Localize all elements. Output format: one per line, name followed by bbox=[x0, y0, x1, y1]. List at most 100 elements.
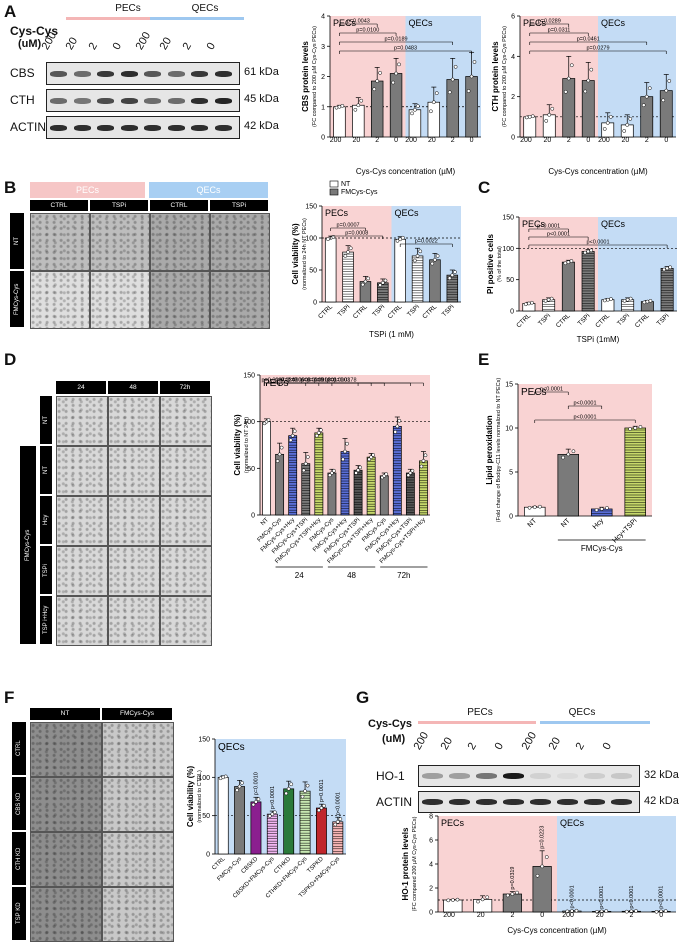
data-point bbox=[532, 505, 537, 510]
grid-b-row-label: NT bbox=[10, 213, 24, 269]
data-point bbox=[544, 855, 549, 859]
x-tick-label: 20 bbox=[596, 912, 604, 919]
blot-band bbox=[503, 799, 524, 805]
bar bbox=[262, 421, 271, 516]
blot-row-label: CTH bbox=[10, 93, 35, 107]
x-tick-label: 0 bbox=[394, 137, 398, 144]
data-point bbox=[356, 103, 361, 108]
grid-d-time-header: 24 bbox=[56, 381, 106, 394]
blot-band bbox=[167, 97, 185, 104]
blot-band bbox=[557, 799, 578, 805]
pvalue-label: p=0.0006 bbox=[281, 378, 304, 384]
blot-band bbox=[144, 97, 161, 104]
pvalue-label: p=0.0019 bbox=[301, 378, 324, 384]
data-point bbox=[348, 246, 353, 251]
blot-band bbox=[191, 124, 208, 131]
data-point bbox=[599, 909, 604, 914]
x-tick-label: 0 bbox=[664, 137, 668, 144]
region-label: QECs bbox=[601, 219, 626, 229]
data-point bbox=[419, 464, 424, 469]
region-label: PECs bbox=[523, 18, 547, 28]
region-label: PECs bbox=[333, 18, 357, 28]
blot-band bbox=[191, 70, 208, 77]
data-point bbox=[378, 71, 382, 75]
micrograph bbox=[56, 496, 108, 546]
micrograph bbox=[30, 777, 102, 832]
bar bbox=[581, 80, 595, 138]
data-point bbox=[641, 103, 646, 107]
x-tick-label: CTRL bbox=[387, 303, 404, 320]
legend-label: FMCys-Cys bbox=[341, 189, 378, 196]
x-tick-label: TSPi bbox=[406, 303, 421, 318]
data-point bbox=[314, 433, 319, 438]
x-tick-label: TSPi bbox=[537, 312, 552, 327]
data-point bbox=[476, 899, 480, 904]
data-point bbox=[275, 459, 280, 463]
pvalue-label: p=0.0001 bbox=[314, 378, 337, 384]
chart-ho1-protein: PECs QECs 0 2 4 6 8 HO-1 protein levels (FC comp… bbox=[401, 814, 676, 935]
blot-band bbox=[449, 773, 470, 779]
data-point bbox=[480, 897, 485, 902]
pvalue-label: p=0.0100 bbox=[356, 28, 379, 34]
micrograph bbox=[210, 271, 270, 329]
data-point bbox=[547, 112, 552, 117]
data-point bbox=[594, 508, 599, 512]
blot-g-qecs-bar bbox=[540, 721, 650, 724]
region-label: QECs bbox=[601, 18, 626, 28]
bar bbox=[542, 114, 556, 138]
pvalue-label: p=0.0008 bbox=[288, 378, 311, 384]
lane-label: 2 bbox=[86, 40, 101, 52]
data-point bbox=[433, 257, 437, 262]
y-axis-label: Cell viability (%) bbox=[233, 414, 242, 476]
data-point bbox=[602, 127, 607, 131]
x-tick-label: TSPi bbox=[337, 303, 352, 318]
x-tick-label: 200 bbox=[443, 912, 455, 919]
grid-b-col-header: CTRL bbox=[150, 200, 208, 211]
blot-g-treatment-unit: (uM) bbox=[382, 733, 406, 745]
lane-label: 0 bbox=[492, 740, 507, 752]
data-point bbox=[378, 283, 382, 287]
grid-d-row-label: NT bbox=[40, 396, 52, 444]
data-point bbox=[356, 468, 360, 473]
micrograph bbox=[108, 496, 160, 546]
data-point bbox=[662, 267, 666, 272]
data-point bbox=[527, 301, 531, 306]
blot-g-group-qecs: QECs bbox=[568, 707, 596, 718]
region-label: QECs bbox=[395, 208, 420, 218]
bar-pvalue: p<0.0001 bbox=[569, 885, 575, 908]
region-label: QECs bbox=[218, 742, 245, 753]
bar bbox=[324, 237, 337, 303]
bar bbox=[333, 106, 346, 138]
data-point bbox=[583, 89, 588, 94]
bar bbox=[394, 238, 406, 303]
bar bbox=[557, 454, 579, 517]
data-point bbox=[383, 278, 388, 283]
data-point bbox=[625, 123, 630, 127]
data-point bbox=[563, 89, 568, 94]
data-point bbox=[595, 909, 599, 914]
data-point bbox=[586, 78, 591, 83]
grid-b-row-label: FMCys-Cys bbox=[10, 271, 24, 327]
grid-b-col-header: CTRL bbox=[30, 200, 88, 211]
panel-letter-g: G bbox=[356, 688, 370, 707]
x-tick-label: 2 bbox=[451, 137, 455, 144]
data-point bbox=[429, 109, 433, 114]
region-label: PECs bbox=[521, 387, 547, 398]
data-point bbox=[505, 893, 510, 898]
pvalue-label: p=0.0189 bbox=[385, 37, 408, 43]
data-point bbox=[256, 797, 261, 801]
y-axis-label: Lipid peroxidation bbox=[485, 415, 494, 484]
y-tick-label: 100 bbox=[305, 236, 317, 243]
chart-cbs-protein: PECs QECs 0 1 2 3 4 CBS protein levels (FC compa… bbox=[301, 14, 481, 176]
grid-f-row-label: TSP KD bbox=[12, 887, 26, 940]
bar bbox=[332, 821, 344, 855]
bar bbox=[465, 76, 478, 138]
lane-label: 0 bbox=[204, 40, 218, 52]
data-point bbox=[647, 86, 652, 91]
data-point bbox=[638, 425, 643, 429]
region-label: PECs bbox=[325, 208, 349, 218]
data-point bbox=[333, 822, 338, 827]
y-tick-label: 3 bbox=[321, 44, 325, 51]
data-point bbox=[569, 63, 574, 68]
y-axis-label: Cell viability (%) bbox=[186, 765, 195, 827]
